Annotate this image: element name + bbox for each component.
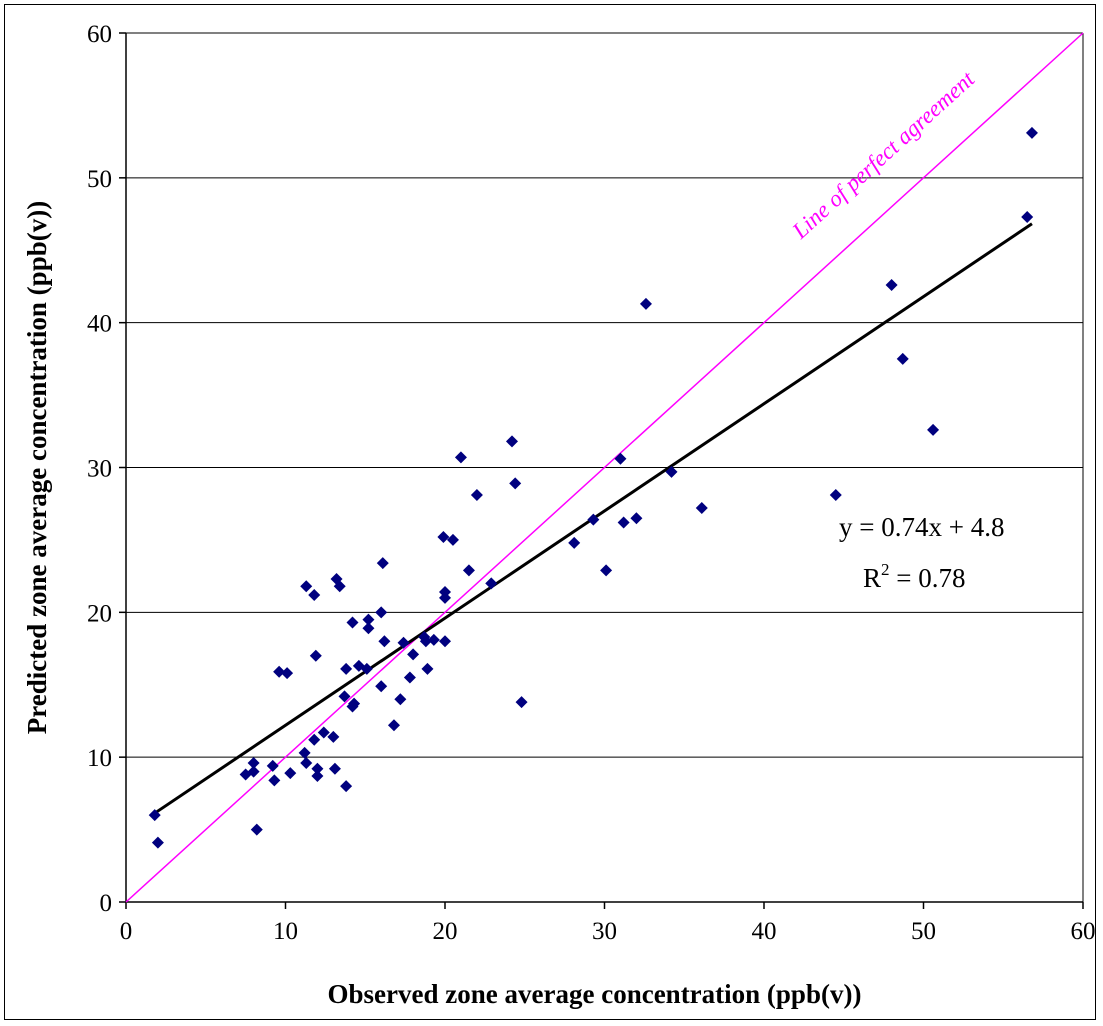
data-point (600, 564, 613, 577)
data-point (338, 690, 351, 703)
data-point (308, 733, 321, 746)
data-point (148, 809, 161, 822)
data-point (1025, 126, 1038, 139)
data-point (630, 512, 643, 525)
data-point (360, 662, 373, 675)
chart-frame (4, 4, 1096, 1020)
data-point (375, 606, 388, 619)
y-tick-label-60: 60 (87, 21, 112, 48)
data-point (376, 557, 389, 570)
data-point (308, 588, 321, 601)
data-point (273, 665, 286, 678)
data-point (375, 680, 388, 693)
data-point (505, 435, 518, 448)
data-points (148, 126, 1038, 849)
x-tick-label-10: 10 (273, 918, 298, 945)
data-point (454, 451, 467, 464)
data-point (896, 352, 909, 365)
data-point (311, 762, 324, 775)
data-point (695, 502, 708, 515)
data-point (1021, 210, 1034, 223)
data-point (439, 586, 451, 599)
y-tick-label-40: 40 (87, 311, 112, 338)
data-point (403, 671, 416, 684)
x-tick-label-0: 0 (120, 918, 133, 945)
data-point (397, 636, 410, 649)
data-point (309, 649, 322, 662)
data-point (587, 513, 600, 526)
data-point (378, 635, 391, 648)
y-tick-label-50: 50 (87, 166, 112, 193)
data-point (427, 633, 440, 646)
data-point (268, 774, 281, 787)
data-point (266, 759, 279, 772)
data-point (568, 536, 581, 549)
data-point (387, 719, 400, 732)
r-squared-superscript: 2 (881, 560, 890, 579)
r-squared-value: = 0.78 (890, 563, 966, 593)
data-point (509, 477, 522, 490)
data-point (340, 780, 353, 793)
x-tick-label-60: 60 (1071, 918, 1096, 945)
reference-line-group (125, 32, 1084, 903)
x-tick-label-40: 40 (752, 918, 777, 945)
y-tick-label-0: 0 (100, 890, 113, 917)
data-point (346, 616, 359, 629)
data-point (485, 577, 498, 590)
data-point (470, 489, 483, 502)
data-point (317, 726, 330, 739)
data-point (421, 662, 434, 675)
x-tick-label-20: 20 (433, 918, 458, 945)
data-point (407, 648, 420, 661)
data-point (362, 622, 375, 635)
data-point (665, 465, 678, 478)
data-point (300, 756, 313, 769)
axes (119, 32, 1084, 909)
data-point (437, 531, 450, 544)
data-point (419, 635, 432, 648)
data-point (340, 662, 353, 675)
data-point (927, 423, 940, 436)
data-point (328, 762, 341, 775)
y-axis-title: Predicted zone average concentration (pp… (22, 201, 52, 734)
trendline-equation: y = 0.74x + 4.8 (839, 512, 1004, 542)
data-point (639, 297, 652, 310)
y-tick-label-30: 30 (87, 456, 112, 483)
y-tick-label-10: 10 (87, 745, 112, 772)
data-point (614, 452, 627, 465)
data-point (439, 635, 451, 648)
data-point (300, 580, 313, 593)
r-squared-prefix: R (863, 563, 881, 593)
data-point (311, 769, 324, 782)
data-point (617, 516, 630, 529)
x-tick-label-30: 30 (592, 918, 617, 945)
data-point (515, 696, 528, 709)
x-tick-label-50: 50 (911, 918, 936, 945)
data-point (247, 756, 260, 769)
data-point (885, 279, 898, 292)
y-tick-label-20: 20 (87, 600, 112, 627)
tick-labels: 0 10 20 30 40 50 60 0 10 20 30 40 50 60 (87, 21, 1096, 945)
reference-line-label: Line of perfect agreement (787, 66, 980, 244)
data-point (333, 580, 346, 593)
r-squared-label: R2 = 0.78 (863, 560, 966, 593)
data-point (151, 836, 164, 849)
data-point (250, 823, 263, 836)
data-point (298, 746, 311, 759)
data-point (446, 533, 459, 546)
data-point (284, 767, 297, 780)
data-point (247, 765, 260, 778)
data-point (281, 667, 294, 680)
data-point (462, 564, 475, 577)
reference-line (125, 32, 1084, 903)
data-point (362, 613, 375, 626)
data-point (327, 730, 340, 743)
data-point (829, 489, 842, 502)
data-point (348, 697, 361, 710)
x-axis-title: Observed zone average concentration (ppb… (328, 979, 862, 1009)
data-point (394, 693, 407, 706)
